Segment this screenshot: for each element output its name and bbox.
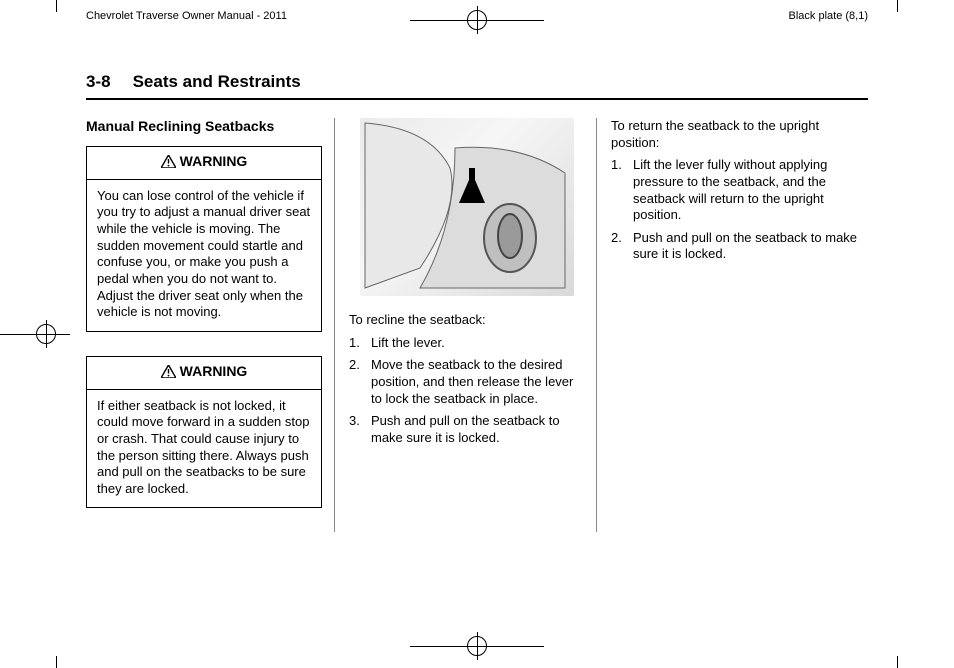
subhead-reclining: Manual Reclining Seatbacks xyxy=(86,118,322,136)
warning-1-body: You can lose control of the vehicle if y… xyxy=(87,180,321,331)
warning-2-body: If either seatback is not locked, it cou… xyxy=(87,390,321,508)
list-item: 2.Move the seatback to the desired posit… xyxy=(349,357,584,407)
recline-intro: To recline the seatback: xyxy=(349,312,584,329)
warning-box-1: WARNING You can lose control of the vehi… xyxy=(86,146,322,332)
list-item: 2.Push and pull on the seatback to make … xyxy=(611,230,858,263)
warning-label: WARNING xyxy=(180,153,248,169)
column-2: To recline the seatback: 1.Lift the leve… xyxy=(334,118,596,532)
seat-lever-illustration xyxy=(360,118,574,296)
column-3: To return the seatback to the upright po… xyxy=(596,118,858,532)
section-header: 3-8 Seats and Restraints xyxy=(86,72,868,100)
running-header: Chevrolet Traverse Owner Manual - 2011 B… xyxy=(86,10,868,22)
return-steps: 1.Lift the lever fully without applying … xyxy=(611,157,858,263)
list-item: 3.Push and pull on the seatback to make … xyxy=(349,413,584,446)
warning-box-2: WARNING If either seatback is not locked… xyxy=(86,356,322,509)
header-right: Black plate (8,1) xyxy=(789,10,868,22)
warning-icon xyxy=(161,365,176,383)
return-intro: To return the seatback to the upright po… xyxy=(611,118,858,151)
warning-icon xyxy=(161,155,176,173)
recline-steps: 1.Lift the lever. 2.Move the seatback to… xyxy=(349,335,584,447)
registration-mark-bottom xyxy=(463,632,491,660)
page-number: 3-8 xyxy=(86,72,111,91)
section-title: Seats and Restraints xyxy=(133,72,301,91)
list-item: 1.Lift the lever fully without applying … xyxy=(611,157,858,224)
list-item: 1.Lift the lever. xyxy=(349,335,584,352)
header-left: Chevrolet Traverse Owner Manual - 2011 xyxy=(86,10,287,22)
warning-label: WARNING xyxy=(180,363,248,379)
registration-mark-left xyxy=(32,320,60,348)
column-1: Manual Reclining Seatbacks WARNING You c… xyxy=(86,118,334,532)
